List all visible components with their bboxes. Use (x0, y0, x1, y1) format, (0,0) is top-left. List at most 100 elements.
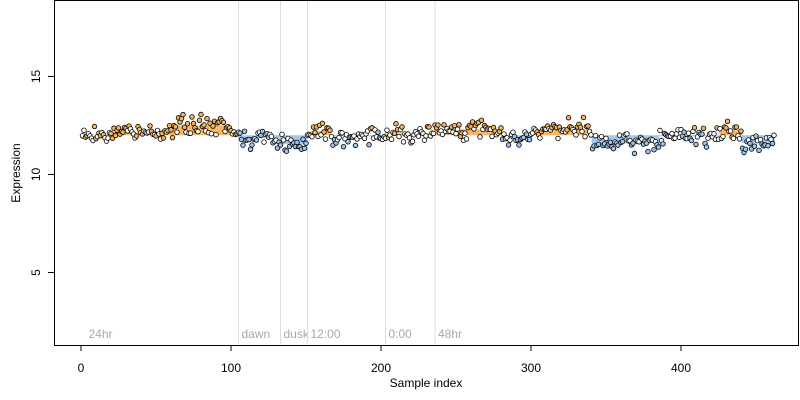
data-point (352, 142, 359, 149)
data-point (756, 147, 762, 154)
x-tick-label: 100 (221, 361, 241, 375)
data-point (723, 125, 729, 131)
data-point (301, 145, 308, 152)
data-point (607, 139, 614, 145)
data-point (187, 130, 194, 136)
data-point (169, 134, 176, 141)
data-point (688, 137, 695, 144)
data-point (81, 127, 87, 134)
data-point (283, 148, 290, 154)
data-point (91, 123, 98, 130)
data-point (730, 135, 737, 142)
data-point (669, 130, 675, 137)
data-point (520, 134, 527, 141)
y-tick-label: 10 (29, 167, 43, 181)
data-point (631, 150, 638, 157)
data-point (409, 138, 416, 145)
data-point (384, 127, 390, 133)
data-point (366, 142, 372, 148)
data-point (510, 129, 516, 135)
data-point (733, 124, 740, 130)
data-point (477, 134, 483, 140)
data-point (624, 131, 630, 137)
y-tick-label: 5 (29, 269, 43, 276)
data-point (681, 129, 687, 135)
y-axis-label: Expression (9, 143, 23, 202)
data-point (765, 143, 771, 149)
data-point (322, 136, 329, 142)
data-point (699, 131, 705, 137)
data-point (717, 125, 723, 132)
data-point (423, 133, 429, 139)
data-point (108, 130, 114, 137)
data-point (742, 146, 749, 152)
data-point (415, 133, 422, 139)
data-point (196, 117, 203, 124)
data-point (253, 137, 260, 143)
data-point (208, 131, 215, 137)
data-point (595, 141, 602, 147)
data-point (580, 114, 587, 121)
data-point (771, 132, 777, 138)
data-point (573, 132, 579, 138)
data-point (399, 124, 405, 130)
data-point (112, 132, 119, 139)
data-point (396, 133, 402, 140)
x-tick-label: 0 (78, 361, 85, 375)
data-point (579, 128, 585, 135)
data-point (489, 133, 495, 140)
separator-label: 0:00 (389, 327, 413, 341)
data-point (582, 133, 588, 140)
data-point (501, 131, 507, 137)
data-point (198, 111, 204, 118)
data-point (619, 138, 626, 145)
data-point (693, 141, 699, 148)
plot-frame (54, 0, 799, 346)
data-point (147, 123, 153, 129)
data-point (375, 129, 381, 135)
data-point (645, 148, 651, 155)
data-point (751, 143, 758, 149)
data-point (406, 135, 413, 141)
data-point (441, 122, 447, 128)
data-point (220, 119, 227, 126)
separator-label: 12:00 (311, 327, 341, 341)
data-point (565, 114, 572, 121)
y-tick-label: 15 (29, 69, 43, 83)
data-point (312, 129, 318, 136)
data-point (361, 135, 368, 142)
data-point (213, 131, 219, 138)
data-point (523, 131, 530, 137)
data-point (321, 129, 327, 135)
data-point (237, 130, 243, 136)
data-point (691, 125, 698, 131)
data-point (516, 142, 522, 148)
data-point (277, 142, 284, 148)
data-point (598, 133, 605, 140)
data-point (616, 132, 623, 138)
data-point (345, 139, 351, 145)
data-point (160, 135, 167, 141)
data-point (319, 120, 326, 127)
data-point (585, 123, 591, 129)
data-point (588, 132, 594, 138)
data-point (201, 122, 207, 128)
data-point (724, 118, 731, 125)
separator-label: 24hr (89, 327, 113, 341)
data-point (507, 137, 513, 143)
data-point (430, 130, 437, 137)
data-point (435, 122, 441, 128)
data-point (700, 125, 707, 131)
data-point (246, 136, 252, 143)
data-point (309, 134, 315, 140)
data-point (181, 124, 188, 130)
data-point (388, 136, 395, 143)
data-point (391, 130, 398, 136)
x-axis: 0 100 200 300 400 (78, 345, 691, 375)
data-point (174, 129, 180, 135)
data-point (655, 144, 662, 150)
data-point (660, 141, 666, 147)
data-point (180, 111, 186, 118)
